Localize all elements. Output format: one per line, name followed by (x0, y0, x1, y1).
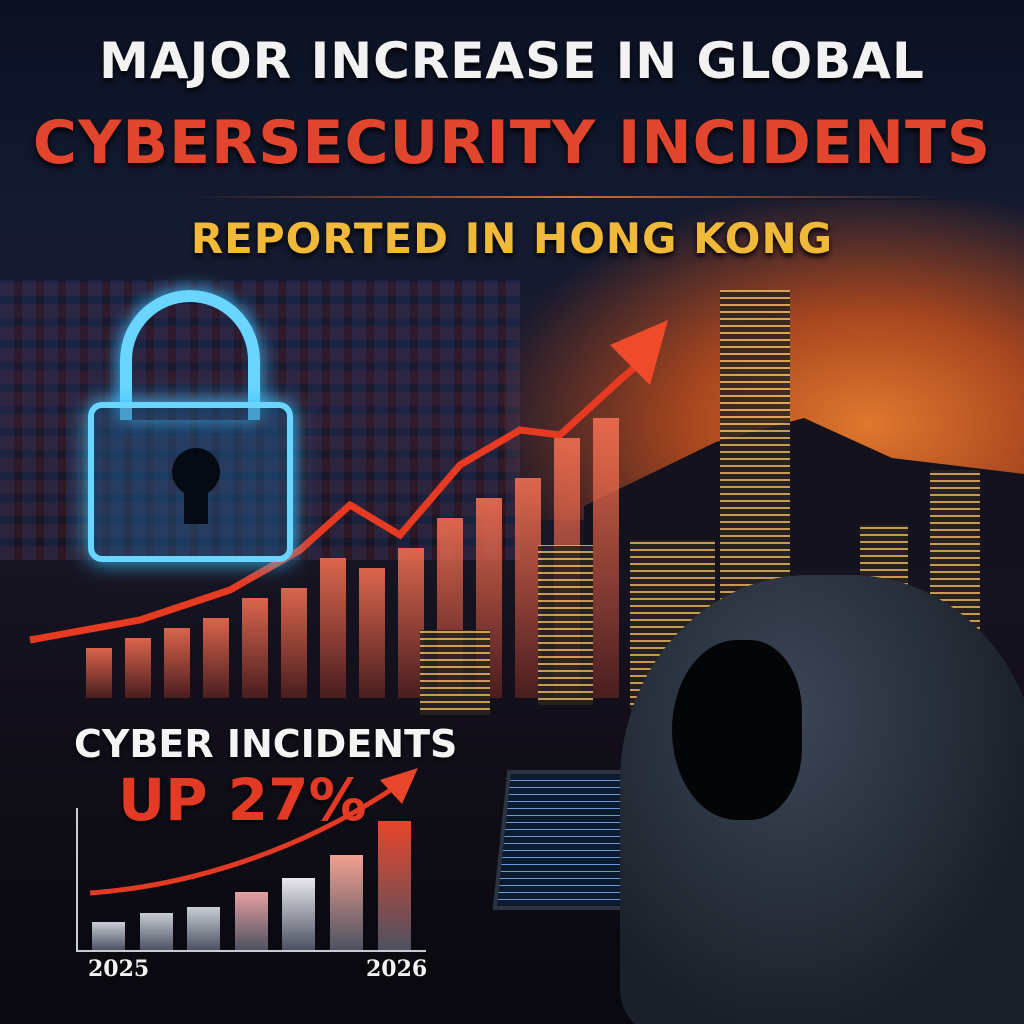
padlock-icon (88, 290, 293, 562)
building (420, 630, 490, 715)
background-bar (593, 418, 619, 698)
background-bar (242, 598, 268, 698)
callout-title: CYBER INCIDENTS (74, 722, 458, 766)
background-bar (515, 478, 541, 698)
x-tick-label-start: 2025 (88, 956, 150, 982)
callout-percentage: UP 27% (118, 766, 367, 834)
headline-line-3: REPORTED IN HONG KONG (190, 214, 834, 263)
x-tick-label-end: 2026 (366, 956, 428, 982)
background-bar (320, 558, 346, 698)
trend-arrow-icon (29, 320, 668, 644)
headline-line-1: MAJOR INCREASE IN GLOBAL (99, 32, 925, 90)
small-chart-bar (139, 912, 173, 950)
building (538, 545, 593, 705)
background-bar (203, 618, 229, 698)
small-chart-bar (92, 921, 125, 950)
small-chart-bar (377, 821, 411, 950)
background-bar (359, 568, 385, 698)
y-axis (76, 808, 78, 951)
background-bar (164, 628, 190, 698)
x-axis (76, 950, 426, 952)
small-chart-bar (187, 907, 221, 950)
digital-grid-background (0, 280, 520, 560)
background-bar (398, 548, 424, 698)
hacker-face-shadow (672, 640, 802, 820)
small-chart-bar (330, 854, 363, 950)
hooded-hacker (620, 575, 1024, 1024)
headline-line-2: CYBERSECURITY INCIDENTS (32, 108, 992, 178)
divider (190, 196, 950, 198)
small-chart-bar (234, 891, 268, 950)
background-bar (86, 648, 112, 698)
background-bar (125, 638, 151, 698)
background-bar (281, 588, 307, 698)
small-chart-bar (282, 877, 316, 950)
small-trend-arrow-icon (89, 768, 418, 896)
